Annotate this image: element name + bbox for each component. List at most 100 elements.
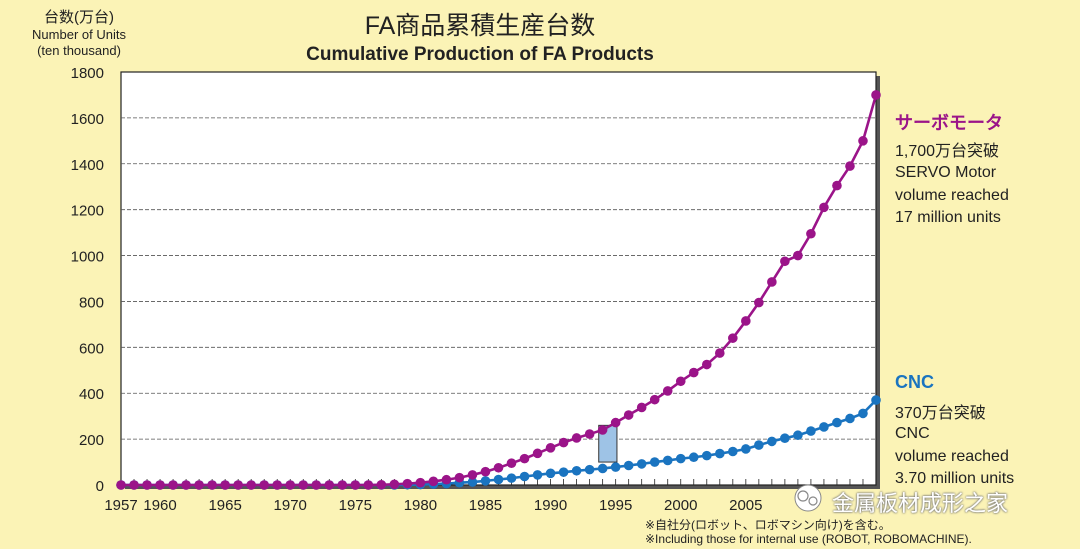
y-tick-label: 1400 xyxy=(71,157,104,174)
point-cnc xyxy=(858,408,868,419)
point-servo xyxy=(337,480,348,490)
point-servo xyxy=(675,376,686,387)
point-servo xyxy=(402,478,413,489)
legend-servo-title: サーボモータ xyxy=(895,113,1003,133)
point-servo xyxy=(806,228,816,239)
point-servo xyxy=(415,477,426,488)
point-cnc xyxy=(845,413,855,424)
point-servo xyxy=(767,277,777,287)
note-ja: ※自社分(ロボット、ロボマシン向け)を含む。 xyxy=(645,518,891,532)
point-cnc xyxy=(480,476,491,486)
legend-cnc-title: CNC xyxy=(895,372,934,392)
point-cnc xyxy=(662,455,673,466)
point-cnc xyxy=(871,395,881,405)
point-cnc xyxy=(793,430,803,441)
point-servo xyxy=(441,474,452,485)
y-unit-en-2: (ten thousand) xyxy=(37,43,121,58)
y-tick-label: 400 xyxy=(79,386,104,403)
y-tick-label: 800 xyxy=(79,294,104,311)
point-servo xyxy=(480,466,491,477)
legend-servo-line-1: 1,700万台突破 xyxy=(895,143,1000,160)
point-servo xyxy=(519,453,530,464)
legend-cnc-line-3: volume reached xyxy=(895,448,1009,465)
x-tick-label: 2005 xyxy=(729,497,762,514)
point-servo xyxy=(701,359,712,370)
point-servo xyxy=(558,437,569,448)
point-cnc xyxy=(506,473,517,483)
legend-cnc-line-1: 370万台突破 xyxy=(895,405,986,422)
y-tick-label: 0 xyxy=(96,478,104,495)
point-cnc xyxy=(584,464,595,475)
point-servo xyxy=(168,480,178,490)
point-servo xyxy=(220,480,230,490)
point-servo xyxy=(858,136,868,146)
legend-cnc-line-2: CNC xyxy=(895,425,930,442)
point-cnc xyxy=(701,450,712,461)
y-tick-label: 600 xyxy=(79,340,104,357)
y-tick-label: 1800 xyxy=(71,65,104,82)
legend-servo-line-3: volume reached xyxy=(895,187,1009,204)
point-servo xyxy=(688,367,699,378)
x-tick-label: 1965 xyxy=(208,497,241,514)
y-tick-label: 200 xyxy=(79,432,104,449)
point-servo xyxy=(311,480,322,490)
y-unit-en-1: Number of Units xyxy=(32,27,126,42)
point-servo xyxy=(181,480,191,490)
chart-title-ja: FA商品累積生産台数 xyxy=(364,12,596,40)
point-servo xyxy=(259,480,269,490)
point-cnc xyxy=(780,433,790,443)
point-servo xyxy=(754,297,764,308)
point-cnc xyxy=(532,470,543,480)
note-en: ※Including those for internal use (ROBOT… xyxy=(645,532,972,546)
y-tick-label: 1000 xyxy=(71,249,104,266)
legend-servo-line-2: SERVO Motor xyxy=(895,164,997,181)
watermark-text: 金属板材成形之家 xyxy=(832,491,1009,516)
point-servo xyxy=(662,386,673,396)
x-tick-label: 1975 xyxy=(339,497,372,514)
point-servo xyxy=(584,429,595,439)
point-servo xyxy=(272,480,283,490)
point-servo xyxy=(506,458,517,469)
point-cnc xyxy=(493,474,504,485)
point-servo xyxy=(376,479,387,490)
point-cnc xyxy=(714,448,725,459)
x-tick-label: 1985 xyxy=(469,497,502,514)
point-servo xyxy=(428,476,439,487)
point-servo xyxy=(741,316,751,326)
point-servo xyxy=(649,394,660,405)
point-servo xyxy=(636,402,647,413)
chart-title-en: Cumulative Production of FA Products xyxy=(306,44,654,65)
point-cnc xyxy=(728,446,738,457)
point-cnc xyxy=(767,436,777,447)
x-tick-label: 1990 xyxy=(534,497,567,514)
point-servo xyxy=(714,348,725,358)
point-servo xyxy=(819,202,829,213)
point-cnc xyxy=(688,452,699,463)
legend-servo-line-4: 17 million units xyxy=(895,209,1001,226)
point-servo xyxy=(467,470,478,480)
point-servo xyxy=(623,410,634,420)
point-cnc xyxy=(754,440,764,450)
point-servo xyxy=(871,90,881,100)
point-servo xyxy=(454,472,465,483)
point-servo xyxy=(207,480,217,490)
x-tick-label: 1960 xyxy=(143,497,176,514)
point-cnc xyxy=(806,426,816,436)
point-servo xyxy=(793,250,803,261)
wechat-icon-bubble xyxy=(808,496,818,506)
point-servo xyxy=(324,480,335,490)
point-servo xyxy=(532,448,543,459)
x-tick-label: 2000 xyxy=(664,497,697,514)
point-cnc xyxy=(623,460,634,471)
point-servo xyxy=(571,433,582,443)
point-cnc xyxy=(819,422,829,432)
point-servo xyxy=(298,480,309,490)
x-tick-label: 1980 xyxy=(404,497,437,514)
point-cnc xyxy=(519,471,530,482)
point-servo xyxy=(194,480,204,490)
point-servo xyxy=(832,180,842,191)
y-tick-label: 1200 xyxy=(71,203,104,220)
point-servo xyxy=(780,256,790,267)
